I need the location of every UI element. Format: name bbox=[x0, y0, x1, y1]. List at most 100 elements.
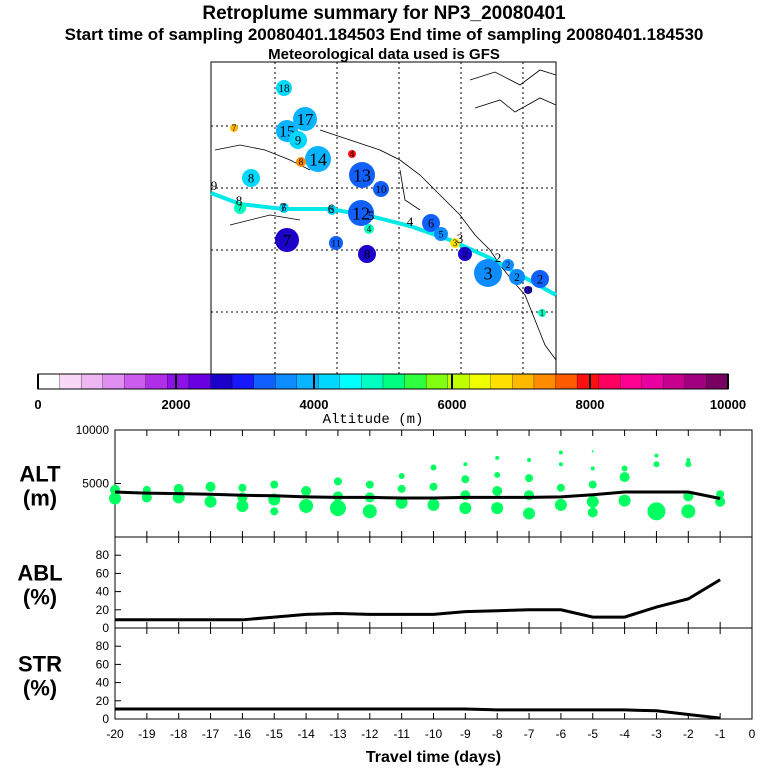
trajectory-point bbox=[234, 202, 246, 214]
x-tick-label: -17 bbox=[202, 727, 220, 741]
x-axis-label: Travel time (days) bbox=[366, 749, 501, 766]
altitude-point bbox=[429, 482, 438, 491]
trajectory-point-label: 3 bbox=[484, 263, 493, 283]
colorbar-tick-label: 2000 bbox=[162, 397, 191, 412]
panel-ylabel: ALT bbox=[19, 462, 61, 487]
altitude-point bbox=[365, 480, 374, 489]
colorbar-cell bbox=[641, 373, 664, 390]
altitude-point bbox=[523, 507, 536, 520]
colorbar-tick-label: 0 bbox=[34, 397, 41, 412]
trajectory-point-label: 10 bbox=[524, 285, 534, 295]
x-tick-label: -11 bbox=[393, 727, 410, 741]
coastline bbox=[399, 169, 421, 211]
colorbar-cell bbox=[188, 373, 212, 390]
y-tick-label: 80 bbox=[96, 548, 110, 562]
altitude-point bbox=[558, 462, 563, 467]
track-day-label: 6 bbox=[328, 201, 335, 216]
trajectory-point bbox=[329, 236, 343, 250]
colorbar-cell bbox=[447, 373, 470, 390]
colorbar-tick-label: 6000 bbox=[438, 397, 467, 412]
colorbar-ticks: 0 2000 4000 6000 8000 10000 bbox=[34, 374, 746, 412]
trajectory-point bbox=[349, 162, 375, 188]
trajectory-point-label: 14 bbox=[309, 149, 327, 169]
altitude-point bbox=[619, 472, 630, 483]
panel-frame bbox=[114, 627, 753, 720]
altitude-point bbox=[591, 450, 594, 453]
x-tick-label: -9 bbox=[460, 727, 471, 741]
colorbar-cells bbox=[37, 373, 729, 390]
alt-panel: ALT(m) 5000 10000 bbox=[19, 423, 753, 538]
trajectory-point bbox=[364, 224, 374, 234]
sampling-times: Start time of sampling 20080401.184503 E… bbox=[64, 25, 704, 44]
trajectory-point bbox=[524, 286, 532, 294]
trajectory-point-label: 13 bbox=[353, 165, 371, 185]
altitude-point bbox=[525, 474, 534, 483]
colorbar-cell bbox=[210, 373, 233, 390]
trajectory-point-label: 2 bbox=[537, 272, 543, 286]
trajectory-point-label: 4 bbox=[350, 149, 355, 159]
colorbar-cell bbox=[490, 373, 514, 390]
colorbar-cell bbox=[80, 373, 104, 390]
altitude-point bbox=[495, 455, 500, 460]
altitude-point bbox=[491, 502, 504, 515]
map-grid bbox=[211, 62, 556, 375]
colorbar-cell bbox=[404, 373, 427, 390]
altitude-point bbox=[397, 484, 406, 493]
trajectory-point-label: 5 bbox=[439, 229, 444, 240]
altitude-point bbox=[654, 453, 659, 458]
trajectory-point bbox=[275, 228, 299, 252]
colorbar-cell bbox=[555, 373, 578, 390]
colorbar-label: Altitude (m) bbox=[323, 412, 424, 428]
track-day-label: 5 bbox=[368, 208, 375, 223]
altitude-point bbox=[554, 498, 567, 511]
trajectory-point-label: 8 bbox=[364, 247, 370, 261]
colorbar-cell bbox=[253, 373, 276, 390]
x-tick-label: -1 bbox=[715, 727, 726, 741]
colorbar-cell bbox=[102, 373, 125, 390]
colorbar-cell bbox=[469, 373, 492, 390]
altitude-point bbox=[109, 492, 121, 505]
time-series-panels: ALT(m)500010000ABL(%)020406080STR(%)0204… bbox=[17, 423, 755, 766]
altitude-point bbox=[395, 496, 408, 509]
panel-ylabel: ABL bbox=[17, 561, 62, 586]
trajectory-point bbox=[348, 150, 356, 158]
altitude-point bbox=[461, 475, 470, 484]
trajectory-point bbox=[348, 200, 374, 226]
y-tick-label: 0 bbox=[102, 621, 109, 635]
trajectory-point-label: 6 bbox=[282, 203, 287, 213]
x-tick-label: -2 bbox=[683, 727, 694, 741]
x-tick-label: -10 bbox=[425, 727, 443, 741]
trajectory-point bbox=[502, 259, 514, 271]
x-tick-label: -4 bbox=[619, 727, 630, 741]
y-tick-label: 20 bbox=[96, 603, 110, 617]
altitude-point bbox=[459, 502, 472, 515]
trajectory-point-label: 7 bbox=[283, 231, 291, 250]
colorbar-cell bbox=[145, 373, 169, 390]
colorbar-cell bbox=[339, 373, 363, 390]
altitude-point bbox=[494, 471, 501, 478]
trajectory-point-label: 18 bbox=[278, 83, 290, 95]
trajectory-point bbox=[474, 259, 502, 287]
x-tick-label: -18 bbox=[170, 727, 188, 741]
trajectory-point bbox=[242, 169, 260, 187]
altitude-point bbox=[647, 502, 666, 521]
colorbar-cell bbox=[512, 373, 535, 390]
altitude-point bbox=[492, 485, 503, 496]
colorbar-cell bbox=[598, 373, 621, 390]
x-tick-label: -15 bbox=[266, 727, 284, 741]
trajectory-point bbox=[289, 131, 307, 149]
trajectory-point bbox=[358, 245, 376, 263]
y-tick-label: 40 bbox=[96, 676, 110, 690]
colorbar-cell bbox=[231, 373, 255, 390]
colorbar-tick-label: 10000 bbox=[710, 397, 746, 412]
trajectory-point-label: 1 bbox=[540, 308, 545, 318]
y-tick-label: 20 bbox=[96, 694, 110, 708]
colorbar-cell bbox=[706, 373, 729, 390]
colorbar-cell bbox=[533, 373, 557, 390]
altitude-point bbox=[427, 498, 440, 511]
colorbar-tick-label: 8000 bbox=[576, 397, 605, 412]
